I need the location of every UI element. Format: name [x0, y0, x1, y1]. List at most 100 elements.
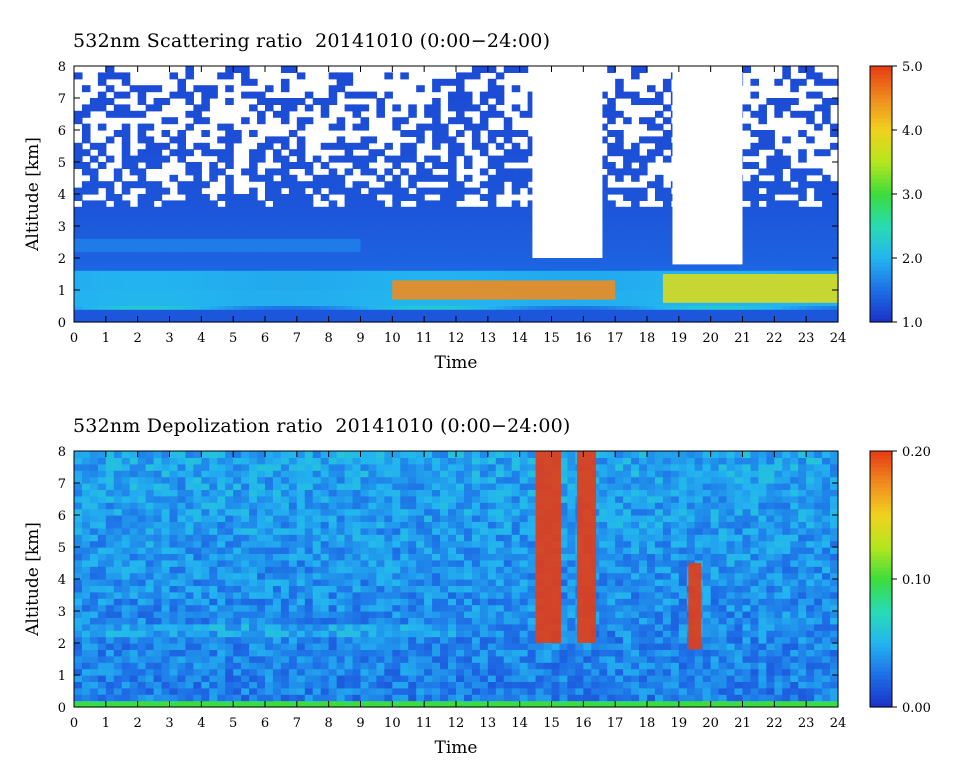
heatmap-cell	[145, 219, 155, 227]
heatmap-cell	[440, 489, 449, 497]
heatmap-cell	[121, 668, 131, 676]
heatmap-cell	[209, 470, 218, 478]
heatmap-cell	[161, 630, 171, 638]
x-tick-label: 10	[384, 331, 401, 346]
heatmap-cell	[822, 309, 831, 317]
heatmap-cell	[774, 213, 783, 221]
heatmap-cell	[296, 534, 306, 542]
heatmap-cell	[81, 302, 91, 310]
heatmap-cell	[798, 181, 807, 189]
heatmap-cell	[463, 527, 473, 535]
heatmap-cell	[766, 130, 775, 137]
heatmap-cell	[471, 521, 481, 529]
heatmap-cell	[177, 470, 187, 478]
heatmap-cell	[137, 206, 147, 214]
heatmap-cell	[456, 585, 465, 593]
x-tick-label: 7	[293, 331, 301, 346]
heatmap-cell	[320, 264, 330, 272]
heatmap-cell	[209, 168, 218, 176]
heatmap-cell	[296, 540, 306, 548]
heatmap-cell	[647, 98, 656, 105]
heatmap-cell	[153, 258, 163, 265]
heatmap-cell	[304, 694, 314, 702]
heatmap-cell	[81, 643, 91, 650]
heatmap-cell	[296, 72, 306, 80]
heatmap-cell	[830, 219, 839, 227]
heatmap-cell	[511, 174, 521, 182]
heatmap-cell	[153, 534, 163, 542]
heatmap-cell	[145, 547, 155, 554]
heatmap-cell	[463, 489, 473, 497]
heatmap-cell	[193, 309, 202, 317]
heatmap-cell	[296, 476, 306, 484]
heatmap-cell	[265, 623, 274, 631]
heatmap-cell	[710, 264, 720, 272]
heatmap-cell	[129, 258, 139, 265]
heatmap-cell	[448, 251, 457, 259]
heatmap-cell	[424, 232, 433, 240]
heatmap-cell	[233, 302, 242, 310]
heatmap-cell	[742, 187, 752, 195]
heatmap-cell	[257, 457, 266, 465]
heatmap-cell	[129, 264, 139, 272]
heatmap-cell	[463, 598, 473, 606]
heatmap-cell	[479, 168, 489, 176]
heatmap-cell	[471, 187, 481, 195]
heatmap-cell	[320, 591, 330, 599]
heatmap-cell	[384, 630, 393, 638]
heatmap-cell	[487, 110, 497, 118]
heatmap-cell	[456, 85, 465, 93]
heatmap-cell	[392, 219, 401, 227]
heatmap-cell	[742, 302, 752, 310]
heatmap-cell	[440, 508, 449, 516]
heatmap-cell	[74, 149, 83, 157]
heatmap-cell	[782, 181, 791, 189]
heatmap-cell	[312, 483, 322, 490]
heatmap-cell	[97, 258, 107, 265]
heatmap-cell	[320, 476, 330, 484]
heatmap-cell	[408, 232, 417, 240]
heatmap-cell	[774, 245, 783, 253]
heatmap-cell	[169, 617, 179, 625]
heatmap-cell	[89, 174, 99, 182]
heatmap-cell	[607, 302, 616, 310]
heatmap-cell	[257, 521, 266, 529]
heatmap-cell	[105, 681, 115, 689]
heatmap-cell	[336, 681, 346, 689]
heatmap-cell	[217, 495, 226, 503]
heatmap-cell	[416, 174, 425, 182]
heatmap-cell	[201, 213, 210, 221]
heatmap-cell	[384, 463, 393, 471]
heatmap-cell	[320, 219, 330, 227]
heatmap-cell	[471, 694, 481, 702]
heatmap-cell	[647, 315, 656, 323]
heatmap-cell	[647, 123, 656, 131]
heatmap-cell	[543, 309, 553, 317]
heatmap-cell	[74, 251, 83, 259]
heatmap-cell	[408, 668, 417, 676]
heatmap-cell	[121, 623, 131, 631]
colorbar-step	[870, 290, 892, 295]
heatmap-cell	[113, 226, 123, 233]
heatmap-cell	[241, 681, 250, 689]
heatmap-cell	[241, 559, 250, 567]
heatmap-cell	[312, 232, 322, 240]
heatmap-cell	[185, 502, 194, 510]
heatmap-cell	[448, 187, 457, 195]
heatmap-cell	[161, 591, 171, 599]
heatmap-cell	[670, 302, 680, 310]
heatmap-cell	[304, 623, 314, 631]
heatmap-cell	[336, 483, 346, 490]
heatmap-cell	[352, 181, 362, 189]
heatmap-cell	[193, 655, 202, 663]
x-axis-title: Time	[435, 353, 478, 373]
heatmap-cell	[193, 515, 202, 522]
heatmap-cell	[217, 553, 226, 561]
heatmap-cell	[376, 495, 385, 503]
heatmap-cell	[662, 226, 672, 233]
heatmap-cell	[201, 681, 210, 689]
heatmap-cell	[113, 694, 123, 702]
heatmap-cell	[304, 630, 314, 638]
heatmap-cell	[209, 206, 218, 214]
heatmap-cell	[105, 495, 115, 503]
